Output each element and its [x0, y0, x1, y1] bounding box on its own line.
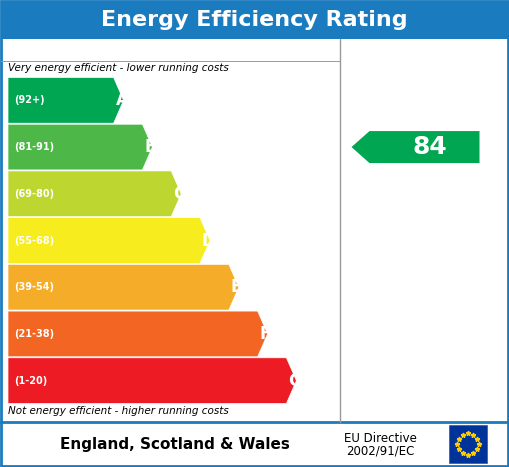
Text: (81-91): (81-91)	[14, 142, 54, 152]
Polygon shape	[8, 124, 152, 170]
Text: Energy Efficiency Rating: Energy Efficiency Rating	[101, 10, 408, 30]
Text: D: D	[202, 232, 216, 249]
Polygon shape	[8, 264, 239, 310]
Text: G: G	[289, 372, 302, 389]
Text: (21-38): (21-38)	[14, 329, 54, 339]
Text: Very energy efficient - lower running costs: Very energy efficient - lower running co…	[8, 63, 229, 73]
Text: A: A	[116, 92, 128, 109]
Text: (92+): (92+)	[14, 95, 45, 106]
Text: (39-54): (39-54)	[14, 282, 54, 292]
Polygon shape	[8, 311, 268, 357]
Polygon shape	[8, 358, 296, 403]
Text: (1-20): (1-20)	[14, 375, 47, 386]
Text: England, Scotland & Wales: England, Scotland & Wales	[60, 437, 290, 452]
Polygon shape	[8, 218, 210, 263]
Polygon shape	[8, 78, 124, 123]
Text: 84: 84	[412, 135, 447, 159]
Text: (55-68): (55-68)	[14, 235, 54, 246]
Polygon shape	[352, 131, 479, 163]
Bar	[1, 1, 508, 39]
Bar	[449, 425, 487, 463]
Text: 2002/91/EC: 2002/91/EC	[346, 445, 414, 458]
Text: B: B	[145, 138, 157, 156]
Text: EU Directive: EU Directive	[344, 432, 416, 445]
Text: F: F	[260, 325, 271, 343]
Text: C: C	[173, 185, 185, 203]
Text: E: E	[231, 278, 242, 296]
Text: Not energy efficient - higher running costs: Not energy efficient - higher running co…	[8, 406, 229, 416]
Polygon shape	[8, 171, 181, 217]
Text: (69-80): (69-80)	[14, 189, 54, 199]
